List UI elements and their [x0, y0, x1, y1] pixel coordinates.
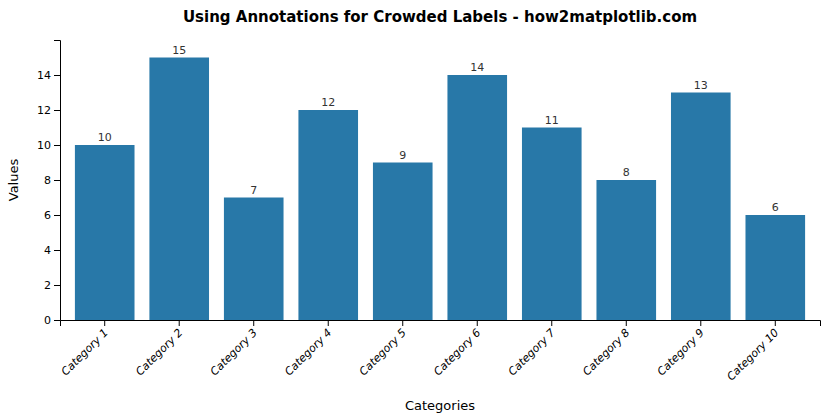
- chart: 02468101214Category 1Category 2Category …: [0, 0, 840, 420]
- data-label: 11: [545, 114, 559, 127]
- tick-mark: [328, 320, 329, 326]
- tick-label: 10: [37, 139, 51, 152]
- tick: 2: [44, 279, 60, 292]
- tick-label: 6: [44, 209, 51, 222]
- tick-label: Category 5: [357, 326, 409, 378]
- tick: 14: [37, 69, 60, 82]
- axis-line: [61, 321, 821, 327]
- tick-mark: [54, 285, 60, 286]
- bar: [745, 215, 805, 320]
- title: Using Annotations for Crowded Labels - h…: [183, 8, 697, 26]
- tick: Category 1: [59, 320, 111, 378]
- y-axis-title: Values: [6, 159, 21, 202]
- tick: Category 3: [208, 320, 260, 378]
- tick: Category 6: [431, 320, 483, 378]
- tick: Category 5: [357, 320, 409, 378]
- tick-label: 2: [44, 279, 51, 292]
- tick: 6: [44, 209, 60, 222]
- y-axis: 0 2 4 6 8 10 12 14: [37, 41, 61, 328]
- tick: 4: [44, 244, 60, 257]
- tick: 8: [44, 174, 60, 187]
- tick: Category 10: [724, 320, 781, 383]
- tick-label: Category 6: [431, 326, 483, 378]
- tick-label: 8: [44, 174, 51, 187]
- tick: Category 9: [655, 320, 707, 378]
- bars: [75, 58, 805, 321]
- tick-label: Category 3: [208, 326, 260, 378]
- data-label: 12: [321, 96, 335, 109]
- data-label: 8: [623, 166, 630, 179]
- tick-mark: [54, 110, 60, 111]
- tick-label: 4: [44, 244, 51, 257]
- tick-mark: [54, 215, 60, 216]
- tick-mark: [179, 320, 180, 326]
- tick: 12: [37, 104, 60, 117]
- x-axis-title: Categories: [405, 398, 475, 413]
- tick-mark: [54, 320, 60, 321]
- tick-mark: [54, 180, 60, 181]
- tick-label: Category 9: [655, 326, 707, 378]
- tick-mark: [54, 75, 60, 76]
- bar: [447, 75, 507, 320]
- bar: [149, 58, 209, 321]
- tick-mark: [402, 320, 403, 326]
- bar: [596, 180, 656, 320]
- tick: Category 7: [506, 320, 558, 378]
- bar: [298, 110, 358, 320]
- tick-mark: [775, 320, 776, 326]
- axis-line: [54, 41, 61, 321]
- data-label: 7: [250, 184, 257, 197]
- tick-mark: [477, 320, 478, 326]
- bar: [75, 145, 135, 320]
- tick-label: 12: [37, 104, 51, 117]
- tick-label: 14: [37, 69, 51, 82]
- data-label: 10: [98, 131, 112, 144]
- data-label: 13: [694, 79, 708, 92]
- data-label: 6: [772, 201, 779, 214]
- tick-label: Category 8: [580, 326, 632, 378]
- tick-mark: [253, 320, 254, 326]
- tick-label: Category 7: [506, 326, 558, 378]
- tick-mark: [551, 320, 552, 326]
- data-labels: 10 15 7 12 9 14 11 8 13 6: [98, 44, 779, 215]
- tick: 0: [44, 314, 60, 327]
- tick-label: Category 4: [282, 326, 334, 378]
- tick-label: 0: [44, 314, 51, 327]
- tick: Category 8: [580, 320, 632, 378]
- tick-mark: [700, 320, 701, 326]
- tick-mark: [54, 145, 60, 146]
- tick-label: Category 2: [133, 326, 185, 378]
- x-axis: Category 1 Category 2 Category 3 Category 4…: [59, 320, 821, 383]
- data-label: 14: [470, 61, 484, 74]
- bar: [224, 198, 284, 321]
- tick: 10: [37, 139, 60, 152]
- tick: Category 2: [133, 320, 185, 378]
- bar: [671, 93, 731, 321]
- tick-mark: [104, 320, 105, 326]
- bar: [522, 128, 582, 321]
- data-label: 9: [399, 149, 406, 162]
- tick-mark: [626, 320, 627, 326]
- plot: 02468101214Category 1Category 2Category …: [37, 41, 821, 384]
- tick: Category 4: [282, 320, 334, 378]
- data-label: 15: [172, 44, 186, 57]
- tick-label: Category 10: [724, 326, 781, 383]
- tick-label: Category 1: [59, 326, 111, 378]
- tick-mark: [54, 250, 60, 251]
- bar: [373, 163, 433, 321]
